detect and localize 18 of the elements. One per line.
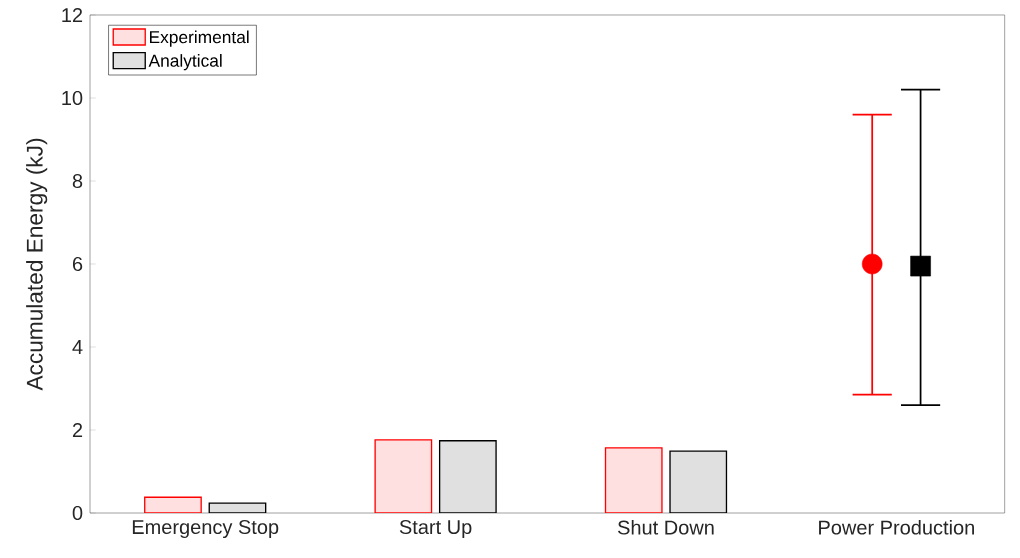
x-tick-label: Emergency Stop bbox=[132, 519, 279, 539]
bar bbox=[604, 447, 663, 513]
legend-label: Analytical bbox=[148, 54, 222, 71]
y-tick-label: 12 bbox=[62, 8, 83, 22]
bar bbox=[669, 450, 728, 513]
bar bbox=[374, 439, 433, 513]
y-axis-title: Accumulated Energy (kJ) bbox=[26, 138, 48, 391]
y-tick-label: 10 bbox=[62, 90, 83, 106]
y-tick-label: 2 bbox=[72, 423, 83, 437]
y-tick-label: 4 bbox=[72, 340, 83, 354]
y-tick-label: 6 bbox=[72, 256, 83, 272]
x-tick-label: Power Production bbox=[819, 519, 974, 535]
y-tick-label: 0 bbox=[72, 505, 83, 521]
x-tick-label: Shut Down bbox=[617, 519, 714, 535]
legend-label: Experimental bbox=[149, 30, 249, 47]
x-tick-label: Start Up bbox=[399, 519, 472, 539]
y-tick-label: 8 bbox=[72, 173, 83, 189]
bar bbox=[438, 440, 497, 513]
